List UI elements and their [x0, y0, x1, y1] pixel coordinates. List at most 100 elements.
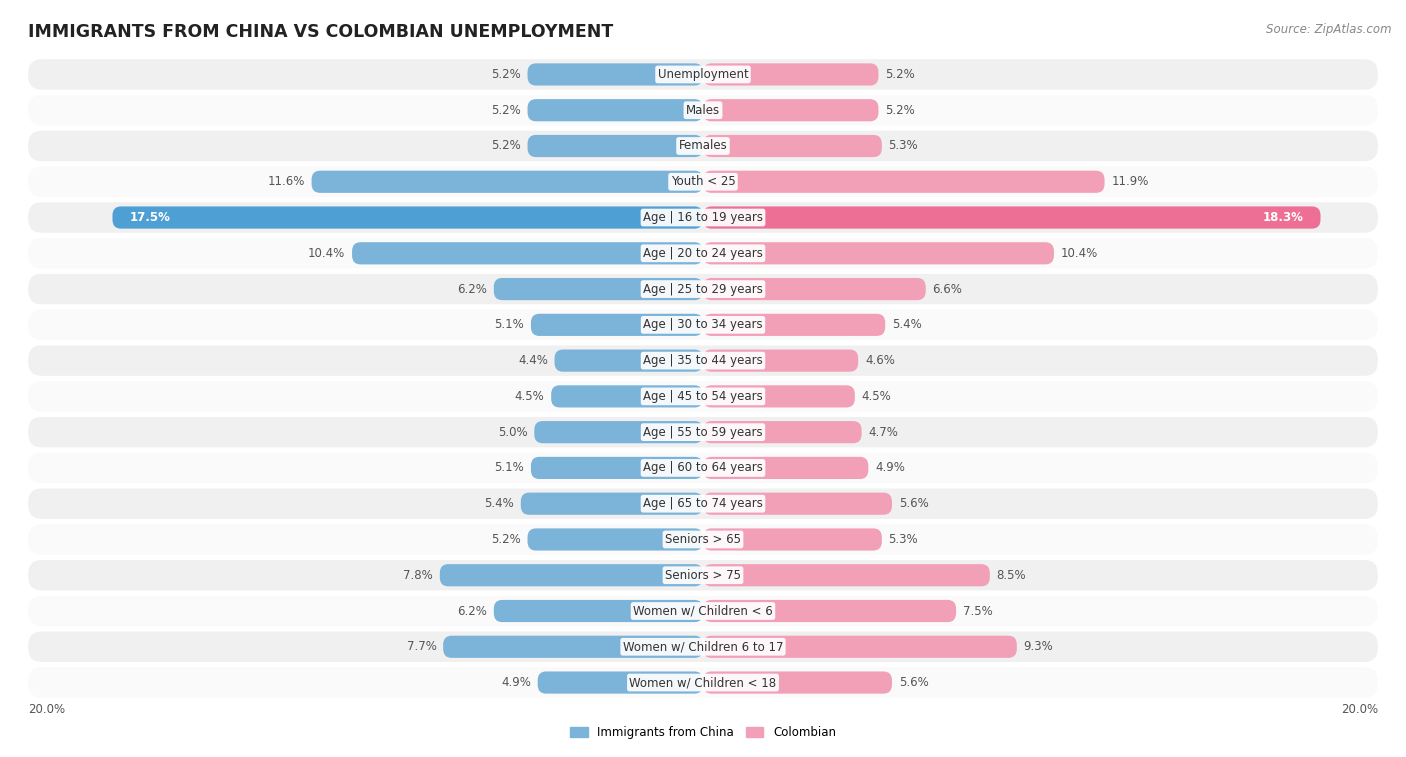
FancyBboxPatch shape: [703, 170, 1105, 193]
FancyBboxPatch shape: [703, 99, 879, 121]
Text: 20.0%: 20.0%: [1341, 703, 1378, 716]
Text: Women w/ Children < 18: Women w/ Children < 18: [630, 676, 776, 689]
FancyBboxPatch shape: [28, 310, 1378, 340]
FancyBboxPatch shape: [703, 671, 891, 693]
Text: 5.3%: 5.3%: [889, 533, 918, 546]
Text: 18.3%: 18.3%: [1263, 211, 1303, 224]
FancyBboxPatch shape: [551, 385, 703, 407]
FancyBboxPatch shape: [527, 135, 703, 157]
FancyBboxPatch shape: [28, 167, 1378, 197]
Text: 4.5%: 4.5%: [515, 390, 544, 403]
Text: 17.5%: 17.5%: [129, 211, 170, 224]
FancyBboxPatch shape: [28, 488, 1378, 519]
Text: 20.0%: 20.0%: [28, 703, 65, 716]
FancyBboxPatch shape: [28, 59, 1378, 89]
Text: 5.2%: 5.2%: [491, 139, 520, 152]
Text: 5.6%: 5.6%: [898, 676, 928, 689]
Text: Age | 25 to 29 years: Age | 25 to 29 years: [643, 282, 763, 295]
FancyBboxPatch shape: [312, 170, 703, 193]
FancyBboxPatch shape: [703, 207, 1320, 229]
Text: 11.9%: 11.9%: [1111, 176, 1149, 188]
Text: 7.7%: 7.7%: [406, 640, 436, 653]
FancyBboxPatch shape: [28, 274, 1378, 304]
FancyBboxPatch shape: [703, 385, 855, 407]
Text: 5.0%: 5.0%: [498, 425, 527, 438]
FancyBboxPatch shape: [527, 64, 703, 86]
Text: 10.4%: 10.4%: [1060, 247, 1098, 260]
FancyBboxPatch shape: [494, 600, 703, 622]
FancyBboxPatch shape: [28, 382, 1378, 412]
Text: Women w/ Children < 6: Women w/ Children < 6: [633, 605, 773, 618]
FancyBboxPatch shape: [703, 135, 882, 157]
Text: 8.5%: 8.5%: [997, 569, 1026, 581]
FancyBboxPatch shape: [703, 313, 886, 336]
Text: 5.4%: 5.4%: [891, 319, 922, 332]
FancyBboxPatch shape: [703, 636, 1017, 658]
Text: 5.2%: 5.2%: [491, 104, 520, 117]
FancyBboxPatch shape: [520, 493, 703, 515]
FancyBboxPatch shape: [440, 564, 703, 587]
FancyBboxPatch shape: [112, 207, 703, 229]
Text: Women w/ Children 6 to 17: Women w/ Children 6 to 17: [623, 640, 783, 653]
FancyBboxPatch shape: [537, 671, 703, 693]
FancyBboxPatch shape: [703, 493, 891, 515]
Text: 10.4%: 10.4%: [308, 247, 346, 260]
Text: 4.5%: 4.5%: [862, 390, 891, 403]
Text: Males: Males: [686, 104, 720, 117]
FancyBboxPatch shape: [703, 421, 862, 444]
Text: Unemployment: Unemployment: [658, 68, 748, 81]
Text: 5.2%: 5.2%: [886, 68, 915, 81]
Text: 4.4%: 4.4%: [517, 354, 548, 367]
FancyBboxPatch shape: [703, 600, 956, 622]
Text: 6.2%: 6.2%: [457, 282, 486, 295]
FancyBboxPatch shape: [527, 99, 703, 121]
Text: 4.6%: 4.6%: [865, 354, 894, 367]
Text: Source: ZipAtlas.com: Source: ZipAtlas.com: [1267, 23, 1392, 36]
Text: 5.2%: 5.2%: [886, 104, 915, 117]
Text: 5.2%: 5.2%: [491, 68, 520, 81]
FancyBboxPatch shape: [352, 242, 703, 264]
Text: 5.1%: 5.1%: [495, 462, 524, 475]
FancyBboxPatch shape: [534, 421, 703, 444]
FancyBboxPatch shape: [703, 64, 879, 86]
Text: 4.9%: 4.9%: [501, 676, 531, 689]
Text: 6.2%: 6.2%: [457, 605, 486, 618]
FancyBboxPatch shape: [28, 95, 1378, 126]
FancyBboxPatch shape: [28, 453, 1378, 483]
FancyBboxPatch shape: [703, 528, 882, 550]
Text: Age | 16 to 19 years: Age | 16 to 19 years: [643, 211, 763, 224]
Text: 9.3%: 9.3%: [1024, 640, 1053, 653]
FancyBboxPatch shape: [703, 564, 990, 587]
FancyBboxPatch shape: [554, 350, 703, 372]
FancyBboxPatch shape: [28, 525, 1378, 555]
Text: Youth < 25: Youth < 25: [671, 176, 735, 188]
Text: Age | 55 to 59 years: Age | 55 to 59 years: [643, 425, 763, 438]
FancyBboxPatch shape: [494, 278, 703, 301]
FancyBboxPatch shape: [28, 417, 1378, 447]
Text: 7.8%: 7.8%: [404, 569, 433, 581]
FancyBboxPatch shape: [28, 238, 1378, 269]
Legend: Immigrants from China, Colombian: Immigrants from China, Colombian: [565, 721, 841, 743]
Text: 7.5%: 7.5%: [963, 605, 993, 618]
Text: 11.6%: 11.6%: [267, 176, 305, 188]
FancyBboxPatch shape: [443, 636, 703, 658]
Text: Age | 60 to 64 years: Age | 60 to 64 years: [643, 462, 763, 475]
Text: IMMIGRANTS FROM CHINA VS COLOMBIAN UNEMPLOYMENT: IMMIGRANTS FROM CHINA VS COLOMBIAN UNEMP…: [28, 23, 613, 41]
Text: Age | 30 to 34 years: Age | 30 to 34 years: [643, 319, 763, 332]
Text: 5.1%: 5.1%: [495, 319, 524, 332]
Text: 5.4%: 5.4%: [484, 497, 515, 510]
Text: Seniors > 75: Seniors > 75: [665, 569, 741, 581]
Text: 5.6%: 5.6%: [898, 497, 928, 510]
FancyBboxPatch shape: [703, 456, 869, 479]
FancyBboxPatch shape: [28, 596, 1378, 626]
FancyBboxPatch shape: [703, 242, 1054, 264]
Text: Age | 45 to 54 years: Age | 45 to 54 years: [643, 390, 763, 403]
FancyBboxPatch shape: [28, 131, 1378, 161]
FancyBboxPatch shape: [28, 202, 1378, 232]
FancyBboxPatch shape: [28, 631, 1378, 662]
FancyBboxPatch shape: [527, 528, 703, 550]
Text: 5.2%: 5.2%: [491, 533, 520, 546]
Text: 4.7%: 4.7%: [869, 425, 898, 438]
Text: Age | 65 to 74 years: Age | 65 to 74 years: [643, 497, 763, 510]
Text: 5.3%: 5.3%: [889, 139, 918, 152]
